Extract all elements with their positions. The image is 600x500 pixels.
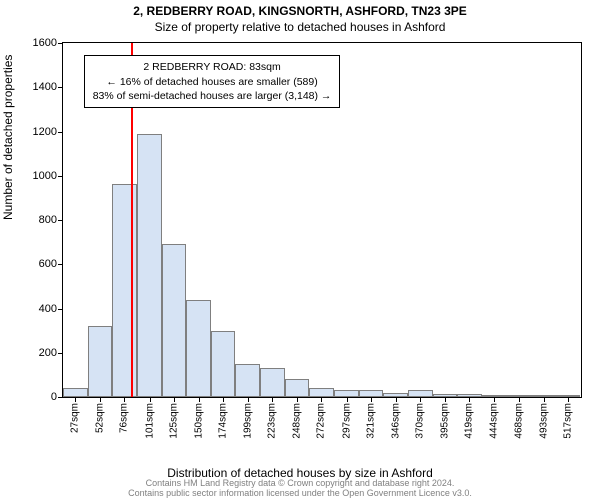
histogram-bar <box>433 394 458 397</box>
x-tick-mark <box>469 397 470 402</box>
histogram-bar <box>383 393 408 397</box>
y-tick-mark <box>58 353 63 354</box>
x-tick-mark <box>396 397 397 402</box>
histogram-bar <box>186 300 211 397</box>
y-tick-mark <box>58 397 63 398</box>
x-tick-mark <box>248 397 249 402</box>
x-tick-mark <box>75 397 76 402</box>
histogram-bar <box>531 395 556 397</box>
y-tick-mark <box>58 132 63 133</box>
x-tick-label: 272sqm <box>316 403 327 439</box>
y-tick-mark <box>58 220 63 221</box>
histogram-bar <box>88 326 113 397</box>
x-tick-label: 27sqm <box>70 403 81 433</box>
marker-annotation: 2 REDBERRY ROAD: 83sqm ← 16% of detached… <box>84 55 341 108</box>
annotation-line-2: ← 16% of detached houses are smaller (58… <box>93 75 332 89</box>
x-tick-label: 150sqm <box>193 403 204 439</box>
histogram-bar <box>211 331 236 397</box>
x-tick-mark <box>199 397 200 402</box>
x-tick-label: 493sqm <box>538 403 549 439</box>
histogram-bar <box>63 388 88 397</box>
x-tick-label: 468sqm <box>513 403 524 439</box>
title-line-1: 2, REDBERRY ROAD, KINGSNORTH, ASHFORD, T… <box>0 4 600 18</box>
x-tick-mark <box>519 397 520 402</box>
x-tick-label: 248sqm <box>292 403 303 439</box>
x-tick-mark <box>124 397 125 402</box>
histogram-bar <box>482 395 507 397</box>
histogram-bar <box>507 395 532 397</box>
x-tick-label: 419sqm <box>464 403 475 439</box>
x-tick-mark <box>174 397 175 402</box>
x-tick-label: 346sqm <box>390 403 401 439</box>
x-tick-mark <box>347 397 348 402</box>
histogram-bar <box>359 390 384 397</box>
x-tick-mark <box>223 397 224 402</box>
x-tick-mark <box>321 397 322 402</box>
credit-line-2: Contains public sector information licen… <box>0 488 600 498</box>
x-tick-label: 174sqm <box>217 403 228 439</box>
x-tick-mark <box>150 397 151 402</box>
x-tick-label: 517sqm <box>562 403 573 439</box>
annotation-line-1: 2 REDBERRY ROAD: 83sqm <box>93 60 332 74</box>
x-tick-label: 321sqm <box>365 403 376 439</box>
histogram-bar <box>285 379 310 397</box>
x-tick-mark <box>100 397 101 402</box>
credit-line-1: Contains HM Land Registry data © Crown c… <box>0 478 600 488</box>
x-tick-mark <box>420 397 421 402</box>
title-line-2: Size of property relative to detached ho… <box>0 20 600 34</box>
y-tick-mark <box>58 309 63 310</box>
x-tick-mark <box>544 397 545 402</box>
plot-area: 0200400600800100012001400160027sqm52sqm7… <box>62 42 582 398</box>
titles: 2, REDBERRY ROAD, KINGSNORTH, ASHFORD, T… <box>0 4 600 34</box>
y-tick-mark <box>58 43 63 44</box>
y-tick-mark <box>58 264 63 265</box>
y-axis-label: Number of detached properties <box>1 55 15 220</box>
credit: Contains HM Land Registry data © Crown c… <box>0 478 600 498</box>
x-tick-mark <box>272 397 273 402</box>
x-tick-mark <box>494 397 495 402</box>
histogram-bar <box>162 244 187 397</box>
x-tick-label: 370sqm <box>415 403 426 439</box>
histogram-bar <box>309 388 334 397</box>
x-tick-mark <box>568 397 569 402</box>
histogram-bar <box>260 368 285 397</box>
y-tick-mark <box>58 87 63 88</box>
histogram-bar <box>235 364 260 397</box>
x-tick-label: 199sqm <box>243 403 254 439</box>
histogram-bar <box>408 390 433 397</box>
figure: 2, REDBERRY ROAD, KINGSNORTH, ASHFORD, T… <box>0 0 600 500</box>
x-tick-label: 101sqm <box>144 403 155 439</box>
x-tick-label: 52sqm <box>95 403 106 433</box>
x-tick-mark <box>297 397 298 402</box>
x-tick-label: 223sqm <box>267 403 278 439</box>
x-tick-label: 297sqm <box>341 403 352 439</box>
x-tick-label: 444sqm <box>489 403 500 439</box>
x-tick-mark <box>371 397 372 402</box>
annotation-line-3: 83% of semi-detached houses are larger (… <box>93 89 332 103</box>
histogram-bar <box>457 394 482 397</box>
histogram-bar <box>137 134 162 397</box>
histogram-bar <box>334 390 359 397</box>
histogram-bar <box>556 395 581 397</box>
x-tick-label: 76sqm <box>119 403 130 433</box>
x-tick-label: 395sqm <box>440 403 451 439</box>
x-tick-label: 125sqm <box>168 403 179 439</box>
x-tick-mark <box>445 397 446 402</box>
y-tick-mark <box>58 176 63 177</box>
